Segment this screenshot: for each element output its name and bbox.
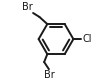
Text: Br: Br xyxy=(44,70,54,80)
Text: Br: Br xyxy=(22,2,32,12)
Text: Cl: Cl xyxy=(82,34,92,44)
